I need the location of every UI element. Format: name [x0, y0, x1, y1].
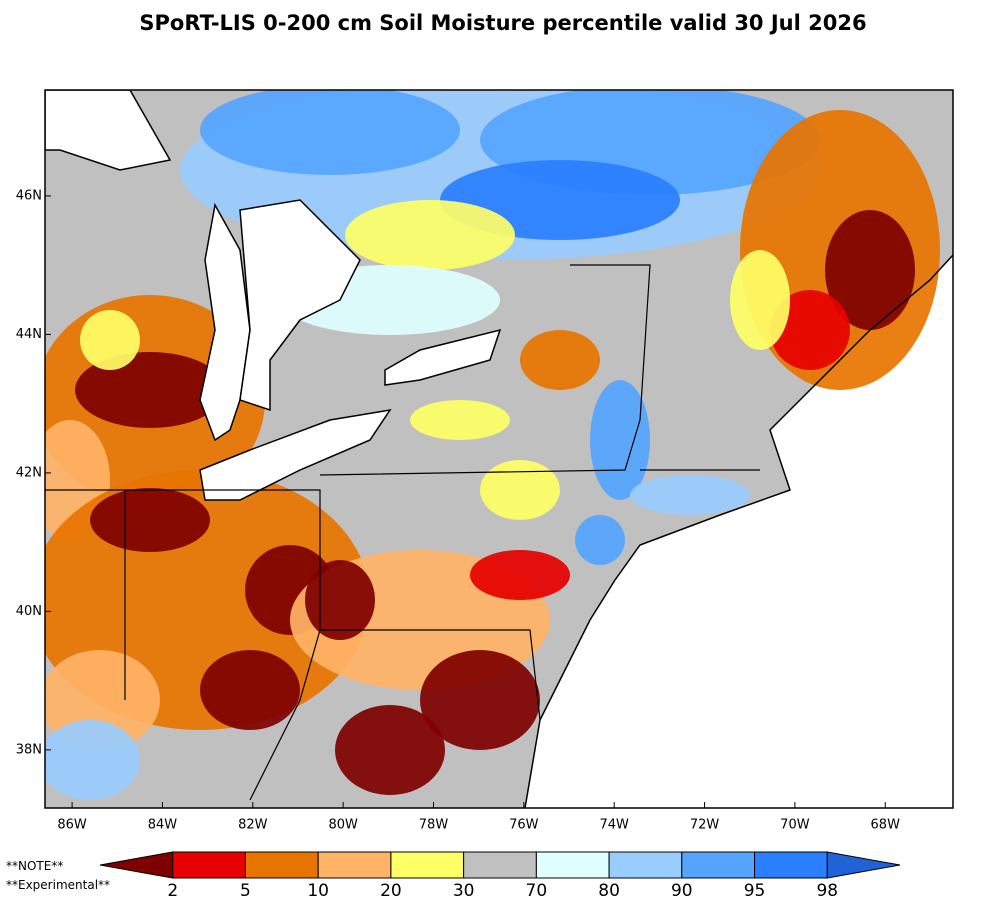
- colorbar-label: 5: [240, 881, 251, 900]
- percentile-area: [200, 650, 300, 730]
- percentile-area: [480, 460, 560, 520]
- percentile-area: [410, 400, 510, 440]
- lon-tick-label: 84W: [148, 818, 178, 833]
- lon-tick-label: 78W: [419, 818, 449, 833]
- state-border: [319, 264, 651, 476]
- colorbar-arrow: [826, 851, 901, 879]
- colorbar-box: [608, 851, 683, 879]
- lon-tick-label: 68W: [871, 818, 901, 833]
- coast: [524, 254, 953, 808]
- colorbar-box: [754, 851, 828, 879]
- lake: [384, 328, 502, 386]
- percentile-area: [825, 210, 915, 330]
- percentile-area: [305, 560, 375, 640]
- percentile-area: [345, 200, 515, 270]
- percentile-area: [730, 250, 790, 350]
- colorbar-arrow: [99, 851, 174, 879]
- percentile-area: [75, 352, 225, 428]
- colorbar-box: [463, 851, 537, 879]
- colorbar-box: [172, 851, 246, 879]
- percentile-area: [45, 720, 140, 800]
- percentile-area: [520, 330, 600, 390]
- lake: [239, 199, 361, 412]
- colorbar-label: 80: [598, 881, 620, 900]
- lat-tick-label: 38N: [16, 742, 42, 757]
- lon-tick-label: 82W: [238, 818, 268, 833]
- colorbar-label: 95: [744, 881, 766, 900]
- lon-tick-label: 72W: [690, 818, 720, 833]
- state-border: [249, 629, 321, 801]
- percentile-area: [630, 475, 750, 515]
- percentile-area: [90, 488, 210, 552]
- colorbar-box: [535, 851, 610, 879]
- lat-tick-label: 44N: [16, 327, 42, 342]
- colorbar-label: 98: [816, 881, 838, 900]
- map-title: SPoRT-LIS 0-200 cm Soil Moisture percent…: [139, 11, 866, 35]
- colorbar-label: 2: [167, 881, 178, 900]
- colorbar-label: 10: [307, 881, 329, 900]
- percentile-area: [575, 515, 625, 565]
- lon-tick-label: 80W: [328, 818, 358, 833]
- colorbar-box: [390, 851, 465, 879]
- colorbar-box: [244, 851, 319, 879]
- colorbar-label: 90: [671, 881, 693, 900]
- note: **NOTE**: [6, 859, 63, 873]
- percentile-area: [200, 90, 460, 175]
- lake: [199, 202, 251, 442]
- percentile-area: [335, 705, 445, 795]
- lon-tick-label: 70W: [780, 818, 810, 833]
- note: **Experimental**: [6, 878, 110, 892]
- lat-tick-label: 40N: [16, 604, 42, 619]
- lat-tick-label: 46N: [16, 188, 42, 203]
- lake: [45, 90, 172, 171]
- colorbar-box: [681, 851, 756, 879]
- map-area: [45, 90, 953, 808]
- lon-tick-label: 86W: [57, 818, 87, 833]
- lon-tick-label: 74W: [599, 818, 629, 833]
- colorbar-box: [317, 851, 392, 879]
- lake: [199, 408, 392, 501]
- percentile-area: [470, 550, 570, 600]
- colorbar-label: 70: [526, 881, 548, 900]
- lon-tick-label: 76W: [509, 818, 539, 833]
- percentile-area: [770, 290, 850, 370]
- colorbar-label: 30: [453, 881, 475, 900]
- percentile-area: [80, 310, 140, 370]
- percentile-area: [420, 650, 540, 750]
- lat-tick-label: 42N: [16, 465, 42, 480]
- map-frame: [44, 89, 954, 809]
- colorbar-label: 20: [380, 881, 402, 900]
